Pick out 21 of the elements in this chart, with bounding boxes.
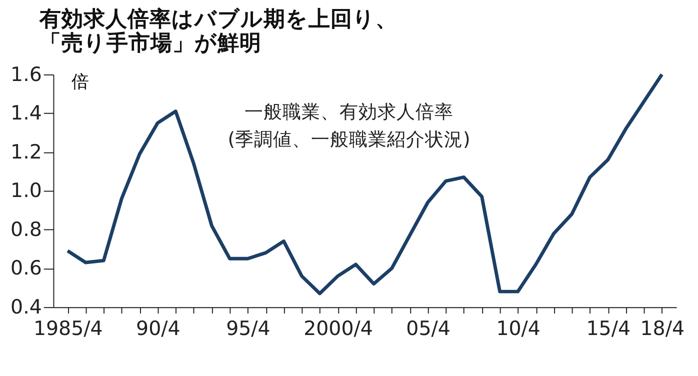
x-tick-label: 15/4 — [586, 317, 630, 340]
x-tick-label: 90/4 — [136, 317, 180, 340]
line-series — [66, 72, 664, 296]
y-tick-label: 0.4 — [10, 295, 42, 318]
y-tick-label: 1.4 — [10, 102, 42, 125]
y-tick-label: 1.6 — [10, 62, 42, 86]
y-tick-label: 0.8 — [10, 218, 42, 241]
x-tick-label: 10/4 — [496, 317, 540, 340]
y-tick-label: 1.2 — [10, 140, 42, 164]
x-tick-label: 1985/4 — [33, 317, 103, 340]
x-tick-label: 95/4 — [226, 317, 270, 340]
y-axis-title: 倍 — [71, 72, 90, 93]
y-tick-label: 0.6 — [10, 256, 42, 280]
y-tick-label: 1.0 — [10, 179, 42, 202]
annotation: 一般職業、有効求人倍率 — [244, 100, 454, 123]
annotation: (季調値、一般職業紹介状況) — [228, 129, 470, 150]
text: 有効求人倍率はバブル期を上回り、 — [40, 7, 398, 32]
x-tick-label: 18/4 — [640, 317, 685, 340]
text: 「売り手市場」が鮮明 — [40, 30, 262, 56]
x-tick-label: 05/4 — [406, 317, 450, 340]
x-tick-label: 2000/4 — [304, 317, 373, 340]
